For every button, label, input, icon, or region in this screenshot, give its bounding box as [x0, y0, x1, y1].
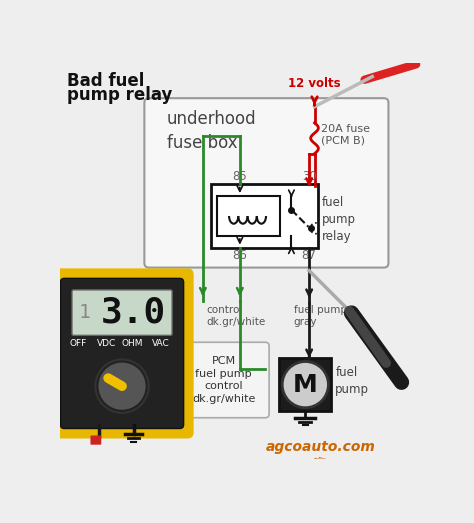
Text: underhood
fuse box: underhood fuse box — [167, 110, 256, 152]
Text: AGCO
automotive.com: AGCO automotive.com — [314, 457, 327, 459]
Text: control
dk.gr/white: control dk.gr/white — [206, 305, 265, 327]
Text: 86: 86 — [232, 249, 247, 262]
FancyBboxPatch shape — [91, 436, 101, 445]
Text: VAC: VAC — [152, 339, 169, 348]
Text: fuel
pump
relay: fuel pump relay — [322, 196, 356, 243]
Text: Bad fuel: Bad fuel — [66, 72, 144, 90]
Bar — [210, 185, 319, 247]
Text: fuel
pump: fuel pump — [335, 366, 369, 396]
Text: 1: 1 — [78, 303, 90, 322]
Text: 20A fuse
(PCM B): 20A fuse (PCM B) — [321, 124, 370, 146]
Text: agcoauto.com: agcoauto.com — [266, 440, 375, 454]
Text: VDC: VDC — [97, 339, 116, 348]
Circle shape — [94, 358, 150, 414]
FancyBboxPatch shape — [72, 290, 172, 335]
Text: M: M — [293, 372, 318, 396]
Text: 85: 85 — [232, 170, 247, 183]
FancyBboxPatch shape — [145, 98, 389, 268]
Text: OHM: OHM — [121, 339, 143, 348]
Text: 12 volts: 12 volts — [288, 77, 340, 89]
Text: fuel pump
gray: fuel pump gray — [294, 305, 347, 327]
FancyBboxPatch shape — [50, 268, 194, 438]
Text: OFF: OFF — [70, 339, 87, 348]
Circle shape — [282, 361, 328, 408]
FancyBboxPatch shape — [61, 278, 183, 428]
Text: PCM
fuel pump
control
dk.gr/white: PCM fuel pump control dk.gr/white — [192, 356, 255, 404]
Text: pump relay: pump relay — [66, 86, 172, 104]
Bar — [279, 358, 331, 411]
Text: 30: 30 — [302, 170, 317, 183]
FancyBboxPatch shape — [178, 342, 269, 418]
Text: 3.0: 3.0 — [101, 295, 166, 329]
Bar — [217, 196, 280, 236]
Text: 87: 87 — [302, 249, 317, 262]
Circle shape — [97, 361, 146, 411]
